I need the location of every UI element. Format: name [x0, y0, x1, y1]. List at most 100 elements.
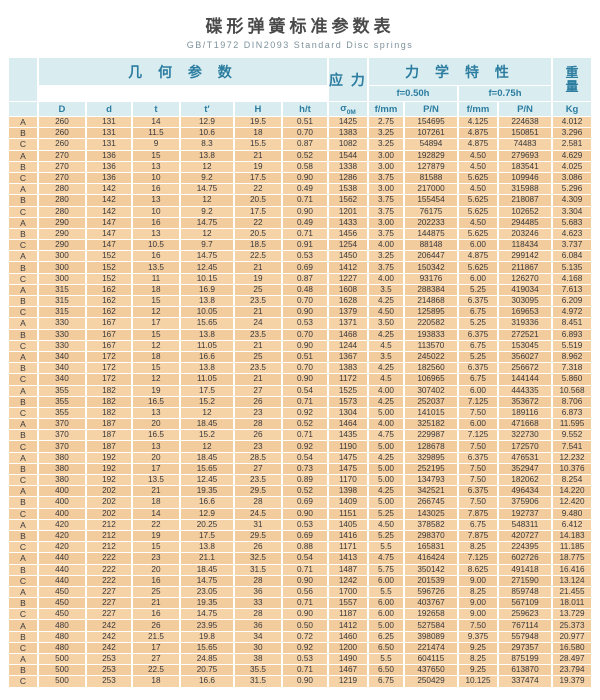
value-cell: 25	[132, 586, 179, 598]
value-cell: 0.90	[282, 307, 327, 318]
value-cell: 7.318	[553, 363, 592, 374]
value-cell: 12.9	[180, 117, 233, 128]
value-cell: 182	[86, 396, 131, 407]
value-cell: 106965	[404, 374, 457, 385]
value-cell: 227	[86, 609, 131, 620]
value-cell: 252037	[404, 396, 457, 407]
series-cell: A	[8, 217, 37, 228]
value-cell: 31.5	[234, 564, 281, 575]
value-cell: 1187	[328, 609, 367, 620]
value-cell: 0.53	[282, 251, 327, 262]
value-cell: 29.5	[234, 486, 281, 497]
value-cell: 4.875	[458, 128, 497, 139]
value-cell: 18.011	[553, 598, 592, 609]
value-cell: 290	[38, 228, 85, 240]
value-cell: 416424	[404, 553, 457, 564]
table-row: A 450 227 25 23.05 36 0.56 1700 5.5 596726 8.25 859…	[8, 586, 592, 598]
table-row: C 315 162 12 10.05 21 0.90 1379 4.50 125895 6.75 16…	[8, 307, 592, 318]
value-cell: 21	[234, 374, 281, 385]
value-cell: 5.625	[458, 195, 497, 206]
value-cell: 1151	[328, 508, 367, 519]
value-cell: 6.75	[458, 374, 497, 385]
value-cell: 19.35	[180, 486, 233, 497]
col-header-p-n-075: P/N	[498, 102, 552, 116]
value-cell: 0.56	[282, 586, 327, 598]
value-cell: 147	[86, 217, 131, 228]
value-cell: 260	[38, 117, 85, 128]
value-cell: 9.2	[180, 172, 233, 184]
value-cell: 13.729	[553, 609, 592, 620]
value-cell: 299142	[498, 251, 552, 262]
value-cell: 152	[86, 251, 131, 262]
series-cell: B	[8, 161, 37, 172]
value-cell: 10.376	[553, 463, 592, 474]
value-cell: 4.75	[368, 430, 403, 441]
value-cell: 596726	[404, 586, 457, 598]
value-cell: 26	[132, 620, 179, 631]
value-cell: 182	[86, 385, 131, 396]
value-cell: 3.5	[368, 351, 403, 363]
table-row: B 270 136 13 12 19 0.58 1338 3.00 127879 4.50 18354…	[8, 161, 592, 172]
value-cell: 13.5	[132, 475, 179, 486]
value-cell: 315	[38, 284, 85, 295]
value-cell: 7.50	[458, 463, 497, 474]
value-cell: 500	[38, 665, 85, 676]
value-cell: 340	[38, 363, 85, 374]
value-cell: 128678	[404, 441, 457, 452]
value-cell: 193833	[404, 329, 457, 340]
value-cell: 0.70	[282, 128, 327, 139]
value-cell: 21.5	[132, 631, 179, 642]
value-cell: 6.00	[368, 609, 403, 620]
value-cell: 28	[234, 419, 281, 430]
value-cell: 5.860	[553, 374, 592, 385]
series-cell: B	[8, 128, 37, 139]
value-cell: 27	[132, 654, 179, 665]
value-cell: 496434	[498, 486, 552, 497]
value-cell: 14.75	[180, 217, 233, 228]
value-cell: 0.89	[282, 475, 327, 486]
value-cell: 0.71	[282, 598, 327, 609]
value-cell: 256672	[498, 363, 552, 374]
value-cell: 4.25	[368, 329, 403, 340]
value-cell: 18.45	[180, 564, 233, 575]
value-cell: 16.6	[180, 351, 233, 363]
value-cell: 18.45	[180, 452, 233, 463]
value-cell: 162	[86, 284, 131, 295]
value-cell: 253	[86, 676, 131, 687]
value-cell: 13.8	[180, 329, 233, 340]
value-cell: 0.51	[282, 117, 327, 128]
table-row: A 380 192 20 18.45 28.5 0.54 1475 4.25 329895 6.37…	[8, 452, 592, 463]
value-cell: 1190	[328, 441, 367, 452]
value-cell: 5.519	[553, 340, 592, 351]
value-cell: 221474	[404, 642, 457, 653]
table-body: A 260 131 14 12.9 19.5 0.51 1425 2.75 154695 4.125…	[8, 117, 592, 687]
value-cell: 18	[132, 284, 179, 295]
series-cell: C	[8, 407, 37, 419]
value-cell: 272521	[498, 329, 552, 340]
value-cell: 315988	[498, 184, 552, 195]
value-cell: 20	[132, 564, 179, 575]
value-cell: 19	[234, 161, 281, 172]
value-cell: 420	[38, 519, 85, 530]
value-cell: 767114	[498, 620, 552, 631]
value-cell: 294485	[498, 217, 552, 228]
value-cell: 0.69	[282, 530, 327, 542]
value-cell: 16.416	[553, 564, 592, 575]
value-cell: 26	[234, 396, 281, 407]
value-cell: 1171	[328, 542, 367, 553]
value-cell: 16.580	[553, 642, 592, 653]
value-cell: 12	[132, 374, 179, 385]
value-cell: 17	[132, 318, 179, 329]
value-cell: 222	[86, 553, 131, 564]
value-cell: 444335	[498, 385, 552, 396]
value-cell: 1573	[328, 396, 367, 407]
value-cell: 7.125	[458, 553, 497, 564]
value-cell: 12	[180, 161, 233, 172]
value-cell: 187	[86, 441, 131, 452]
value-cell: 1544	[328, 150, 367, 161]
value-cell: 8.451	[553, 318, 592, 329]
value-cell: 169653	[498, 307, 552, 318]
value-cell: 242	[86, 642, 131, 653]
col-header-h-over-t: h/t	[282, 102, 327, 116]
